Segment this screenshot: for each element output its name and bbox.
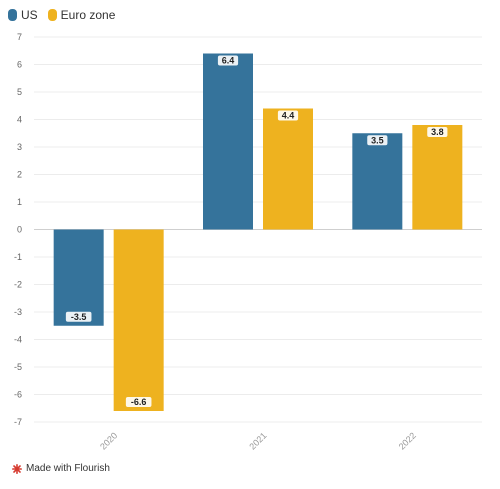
bar <box>412 125 463 230</box>
bar <box>53 229 104 326</box>
legend-label-euro-zone: Euro zone <box>60 8 116 22</box>
y-tick-label: -1 <box>14 252 22 262</box>
data-label: 3.8 <box>431 127 444 137</box>
y-tick-label: -5 <box>14 362 22 372</box>
data-label: -6.6 <box>131 397 147 407</box>
data-label: 6.4 <box>222 56 235 66</box>
data-label-bg <box>427 127 448 137</box>
legend-item-euro-zone[interactable]: Euro zone <box>47 8 116 22</box>
bar <box>203 53 253 230</box>
y-tick-label: -4 <box>14 335 22 345</box>
made-with-flourish-label: Made with Flourish <box>26 463 110 474</box>
y-tick-label: 5 <box>17 87 22 97</box>
y-tick-label: -6 <box>14 390 22 400</box>
bar <box>263 108 313 230</box>
data-label: 4.4 <box>282 111 295 121</box>
data-label-bg <box>367 135 388 146</box>
y-tick-label: -3 <box>14 307 22 317</box>
y-tick-label: 4 <box>17 115 22 125</box>
data-label: 3.5 <box>371 135 384 145</box>
y-tick-label: -7 <box>14 417 22 427</box>
bar <box>113 229 164 411</box>
y-tick-label: -2 <box>14 280 22 290</box>
y-tick-label: 3 <box>17 142 22 152</box>
legend-item-us[interactable]: US <box>8 8 38 22</box>
data-label-bg <box>277 110 299 121</box>
data-label: -3.5 <box>71 312 87 322</box>
y-tick-label: 7 <box>17 32 22 42</box>
y-tick-label: 0 <box>17 225 22 235</box>
bar <box>352 133 403 230</box>
data-label-bg <box>125 397 152 407</box>
x-tick-label: 2021 <box>247 430 268 451</box>
data-label-bg <box>65 311 92 322</box>
legend-label-us: US <box>21 8 38 22</box>
legend: US Euro zone <box>8 8 119 22</box>
legend-swatch-us <box>8 9 17 21</box>
y-tick-label: 2 <box>17 170 22 180</box>
y-tick-label: 6 <box>17 60 22 70</box>
flourish-logo-icon <box>12 463 22 474</box>
x-tick-label: 2022 <box>397 430 418 451</box>
made-with-flourish[interactable]: Made with Flourish <box>12 463 110 474</box>
legend-swatch-euro-zone <box>47 9 57 21</box>
data-label-bg <box>217 55 239 66</box>
x-tick-label: 2020 <box>98 430 119 451</box>
y-tick-label: 1 <box>17 197 22 207</box>
